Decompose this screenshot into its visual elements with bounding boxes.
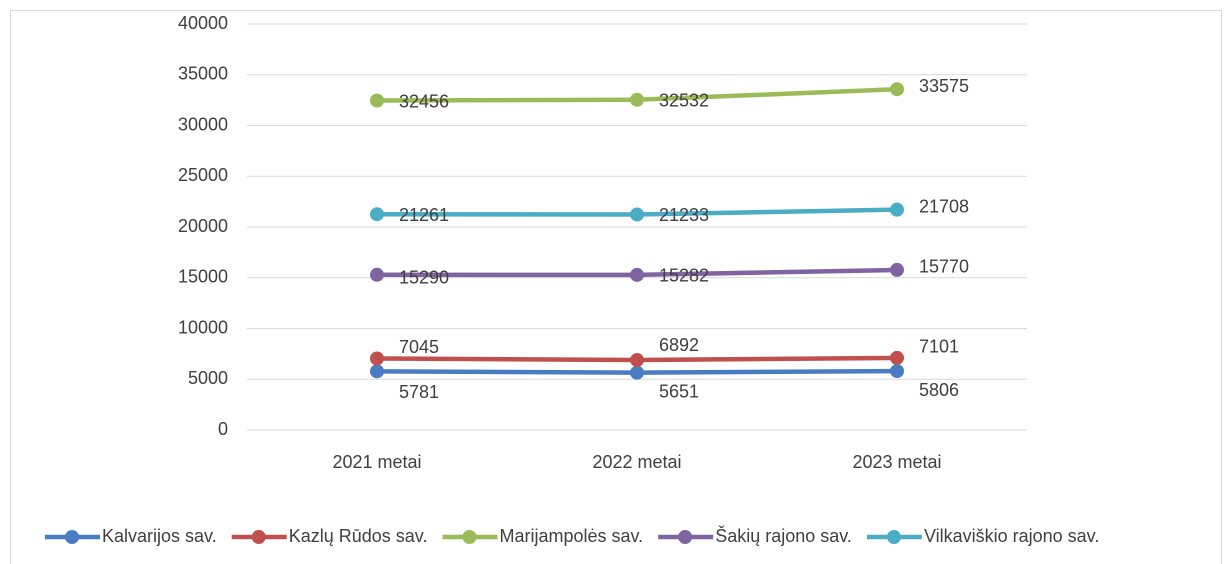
- data-point: [370, 207, 384, 222]
- data-label: 21261: [399, 205, 449, 225]
- data-point: [890, 82, 904, 97]
- data-label: 7045: [399, 337, 439, 357]
- x-tick-label: 2022 metai: [592, 452, 681, 472]
- data-label: 5781: [399, 382, 439, 402]
- x-tick-label: 2023 metai: [852, 452, 941, 472]
- y-tick-label: 25000: [178, 165, 228, 185]
- data-label: 15770: [919, 257, 969, 277]
- y-tick-label: 15000: [178, 267, 228, 287]
- y-tick-label: 30000: [178, 114, 228, 134]
- data-label: 15282: [659, 266, 709, 286]
- data-point: [630, 353, 644, 368]
- data-label: 5806: [919, 380, 959, 400]
- data-point: [370, 93, 384, 108]
- x-tick-label: 2021 metai: [332, 452, 421, 472]
- chart-frame: [10, 10, 1222, 564]
- data-point: [630, 267, 644, 282]
- y-tick-label: 5000: [188, 368, 228, 388]
- data-point: [890, 262, 904, 277]
- data-label: 15290: [399, 268, 449, 288]
- y-tick-label: 40000: [178, 13, 228, 33]
- legend-label: Kalvarijos sav.: [102, 526, 217, 546]
- y-tick-label: 35000: [178, 64, 228, 84]
- data-label: 32532: [659, 91, 709, 111]
- legend-label: Kazlų Rūdos sav.: [289, 526, 428, 546]
- legend-marker: [251, 530, 266, 544]
- data-point: [630, 92, 644, 107]
- legend-label: Vilkaviškio rajono sav.: [924, 526, 1099, 546]
- y-tick-label: 10000: [178, 317, 228, 337]
- data-point: [370, 351, 384, 366]
- data-point: [890, 202, 904, 217]
- y-tick-label: 20000: [178, 216, 228, 236]
- data-point: [370, 267, 384, 282]
- legend-marker: [678, 530, 693, 544]
- data-label: 21708: [919, 196, 969, 216]
- legend-marker: [886, 530, 901, 544]
- data-label: 32456: [399, 91, 449, 111]
- legend-label: Šakių rajono sav.: [715, 525, 852, 546]
- data-point: [370, 364, 384, 379]
- data-label: 5651: [659, 381, 699, 401]
- legend-label: Marijampolės sav.: [499, 526, 643, 546]
- data-point: [890, 350, 904, 365]
- data-point: [890, 364, 904, 379]
- data-label: 7101: [919, 337, 959, 357]
- legend-marker: [65, 530, 79, 544]
- data-label: 21233: [659, 205, 709, 225]
- data-label: 6892: [659, 335, 699, 355]
- legend-marker: [462, 530, 477, 544]
- data-point: [630, 365, 644, 380]
- data-label: 33575: [919, 76, 969, 96]
- y-tick-label: 0: [218, 419, 228, 439]
- data-point: [630, 207, 644, 222]
